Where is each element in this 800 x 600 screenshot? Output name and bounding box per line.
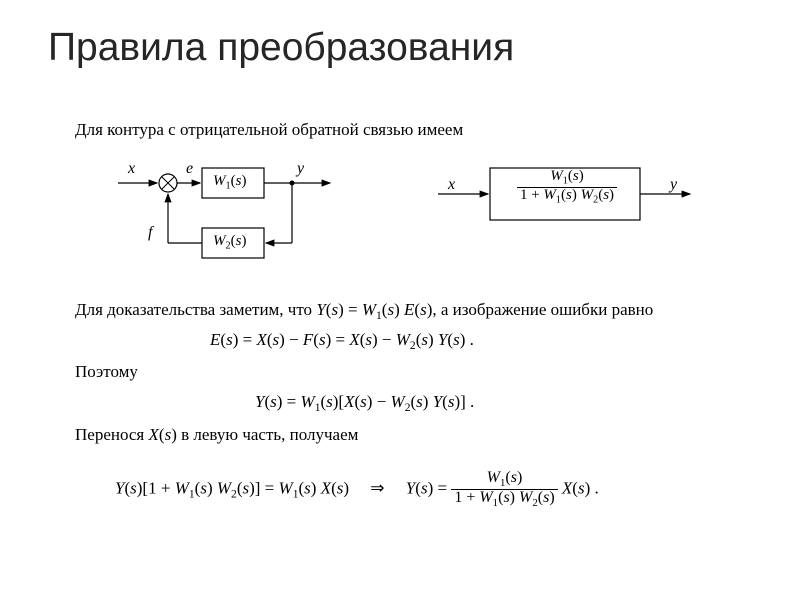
lbl-x-right: x xyxy=(448,176,455,194)
lbl-x-left: x xyxy=(128,160,135,178)
eq-e: E(s) = X(s) − F(s) = X(s) − W2(s) Y(s) . xyxy=(210,330,474,352)
w2-box-label: W2(s) xyxy=(213,233,246,252)
para-3: Поэтому xyxy=(75,362,138,382)
para-1: Для контура с отрицательной обратной свя… xyxy=(75,120,463,140)
slide: Правила преобразования Для контура с отр… xyxy=(0,0,800,600)
tf-frac: W1(s) 1 + W1(s) W2(s) xyxy=(497,169,637,207)
diagram-feedback xyxy=(110,155,400,280)
eq-final: Y(s)[1 + W1(s) W2(s)] = W1(s) X(s) ⇒ Y(s… xyxy=(115,470,599,509)
lbl-y-left: y xyxy=(297,160,304,178)
para-2: Для доказательства заметим, что Y(s) = W… xyxy=(75,300,653,322)
p4a: Перенося xyxy=(75,425,149,444)
lbl-f: f xyxy=(148,224,152,242)
p4b: в левую часть, получаем xyxy=(177,425,359,444)
slide-title: Правила преобразования xyxy=(48,26,514,70)
w1-box-label: W1(s) xyxy=(213,173,246,192)
lbl-y-right: y xyxy=(670,176,677,194)
p2a: Для доказательства заметим, что xyxy=(75,300,316,319)
lbl-e: e xyxy=(186,160,193,178)
p2b: , а изображение ошибки равно xyxy=(432,300,653,319)
para-4: Перенося X(s) в левую часть, получаем xyxy=(75,425,358,445)
eq-y: Y(s) = W1(s)[X(s) − W2(s) Y(s)] . xyxy=(255,392,474,414)
